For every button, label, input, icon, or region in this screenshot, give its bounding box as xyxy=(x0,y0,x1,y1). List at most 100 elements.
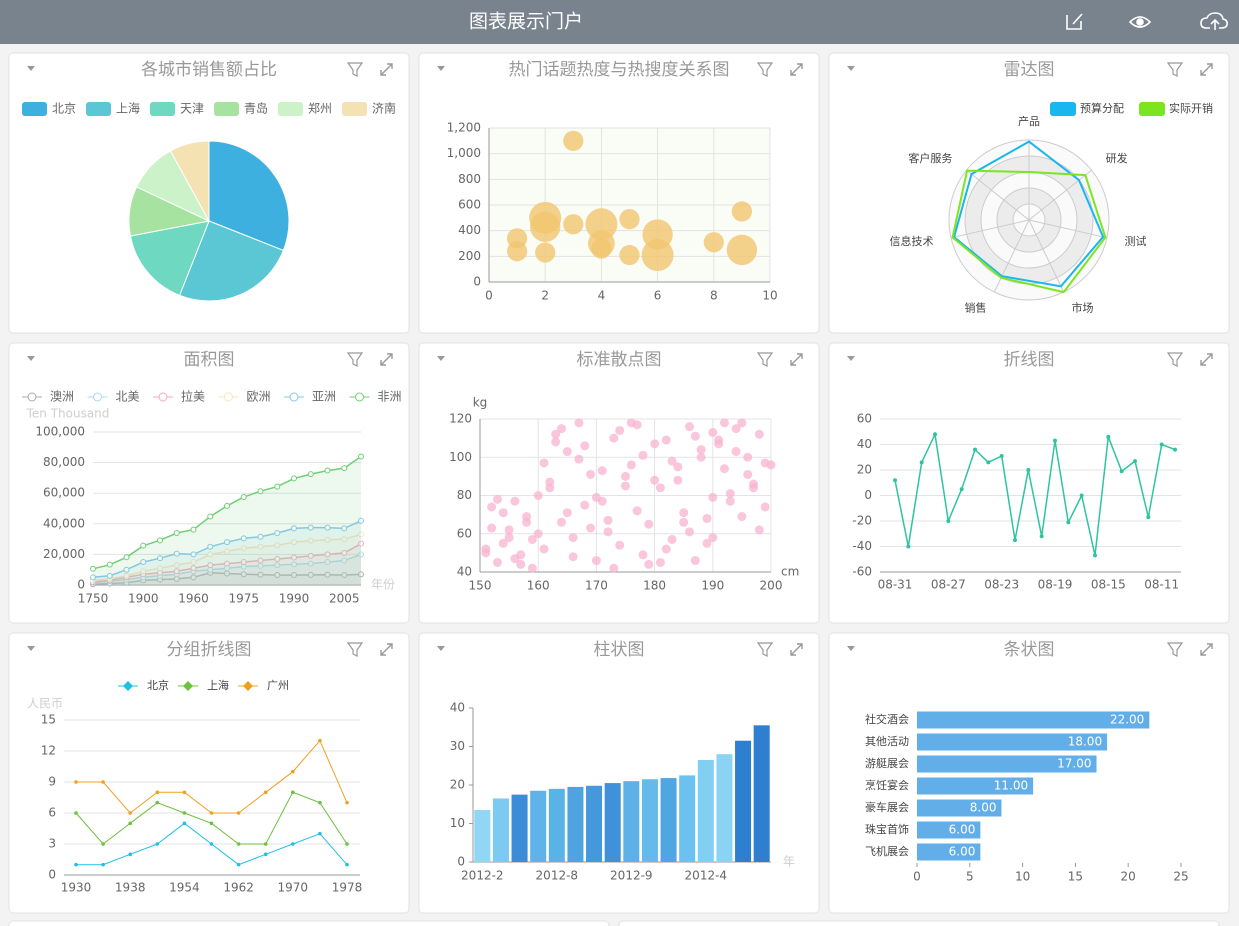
legend-label: 欧洲 xyxy=(247,390,271,404)
scatter-point xyxy=(661,544,671,554)
y-tick-label: 20 xyxy=(857,463,872,477)
bubble xyxy=(585,208,618,241)
scatter-point xyxy=(679,517,689,527)
legend-label: 北京 xyxy=(52,102,76,116)
collapse-button[interactable] xyxy=(847,646,855,651)
expand-button[interactable] xyxy=(790,643,803,656)
radar-spoke xyxy=(1028,219,1108,239)
eye-icon[interactable] xyxy=(1128,16,1152,28)
expand-button[interactable] xyxy=(380,643,393,656)
expand-button[interactable] xyxy=(790,353,803,366)
collapse-button[interactable] xyxy=(847,356,855,361)
y-tick-label: 0 xyxy=(864,488,872,502)
filter-button[interactable] xyxy=(756,352,774,367)
data-point xyxy=(919,460,924,465)
collapse-button[interactable] xyxy=(847,66,855,71)
y-tick-label: 0 xyxy=(457,855,465,869)
header-title: 图表展示门户 xyxy=(469,11,583,33)
x-axis-label: 年份 xyxy=(371,578,395,592)
y-axis-label: 人民币 xyxy=(27,697,63,711)
filter-button[interactable] xyxy=(756,642,774,657)
y-tick-label: -60 xyxy=(852,565,872,579)
collapse-button[interactable] xyxy=(27,646,35,651)
x-tick-label: 1990 xyxy=(279,592,310,606)
data-point xyxy=(240,571,247,578)
panel-background xyxy=(828,632,1230,914)
legend-swatch xyxy=(86,102,111,116)
legend-swatch xyxy=(278,102,303,116)
collapse-button[interactable] xyxy=(27,66,35,71)
eye-pupil[interactable] xyxy=(1136,18,1144,26)
scatter-point xyxy=(673,475,683,485)
bar xyxy=(567,786,584,862)
data-point xyxy=(341,572,348,579)
data-point xyxy=(324,571,331,578)
scatter-point xyxy=(603,515,613,525)
data-point xyxy=(190,551,197,558)
expand-button[interactable] xyxy=(1200,63,1213,76)
y-tick-label: 游艇展会 xyxy=(865,756,909,770)
filter-button[interactable] xyxy=(346,62,364,77)
bar xyxy=(623,781,640,862)
collapse-button[interactable] xyxy=(27,356,35,361)
data-point xyxy=(155,790,160,795)
data-point xyxy=(90,565,96,572)
x-tick-label: 08-15 xyxy=(1091,578,1126,592)
expand-button[interactable] xyxy=(380,63,393,76)
scatter-point xyxy=(685,422,695,432)
filter-button[interactable] xyxy=(1166,352,1184,367)
scatter-point xyxy=(743,469,753,479)
x-axis-label: 年 xyxy=(783,855,795,869)
expand-button[interactable] xyxy=(790,63,803,76)
scatter-point xyxy=(679,508,689,518)
data-point xyxy=(1146,515,1151,520)
filter-button[interactable] xyxy=(346,352,364,367)
y-tick-label: 社交酒会 xyxy=(865,712,909,726)
data-point xyxy=(345,800,349,805)
filter-button[interactable] xyxy=(1166,62,1184,77)
data-point xyxy=(224,560,230,567)
radar-indicator: 市场 xyxy=(1072,300,1094,314)
scatter-point xyxy=(685,527,695,537)
legend-marker xyxy=(289,392,299,402)
x-tick-label: 200 xyxy=(760,579,783,593)
data-point xyxy=(224,548,230,555)
data-point xyxy=(157,537,163,544)
bubble xyxy=(619,244,640,266)
data-point xyxy=(933,432,937,437)
data-point xyxy=(101,862,105,867)
chart-title: 面积图 xyxy=(184,350,235,370)
scatter-point xyxy=(621,471,630,481)
x-tick-label: 1978 xyxy=(332,881,363,895)
edit-icon[interactable] xyxy=(1066,13,1083,30)
bar xyxy=(679,775,696,862)
expand-button[interactable] xyxy=(380,353,393,366)
data-point xyxy=(257,571,264,578)
filter-button[interactable] xyxy=(346,642,364,657)
scatter-point xyxy=(638,550,648,560)
collapse-button[interactable] xyxy=(437,646,445,651)
collapse-button[interactable] xyxy=(437,66,445,71)
data-point xyxy=(893,478,897,483)
data-point xyxy=(123,572,130,579)
filter-button[interactable] xyxy=(756,62,774,77)
data-point xyxy=(190,574,197,581)
cloud-icon[interactable] xyxy=(1200,12,1228,30)
scatter-point xyxy=(760,458,770,468)
y-tick-label: 0 xyxy=(473,275,481,289)
expand-button[interactable] xyxy=(1200,353,1213,366)
legend-marker xyxy=(355,392,364,402)
preview-button[interactable] xyxy=(1128,16,1152,28)
data-point xyxy=(236,811,241,815)
legend-label: 青岛 xyxy=(244,101,268,116)
collapse-button[interactable] xyxy=(437,356,445,361)
data-point xyxy=(1133,459,1137,464)
x-tick-label: 1938 xyxy=(115,881,146,895)
upload-button[interactable] xyxy=(1200,12,1228,30)
legend-label: 澳洲 xyxy=(50,390,74,404)
legend-swatch xyxy=(342,102,367,116)
scatter-point xyxy=(754,525,764,535)
edit-button[interactable] xyxy=(1066,13,1083,30)
filter-button[interactable] xyxy=(1166,642,1184,657)
expand-button[interactable] xyxy=(1200,643,1213,656)
